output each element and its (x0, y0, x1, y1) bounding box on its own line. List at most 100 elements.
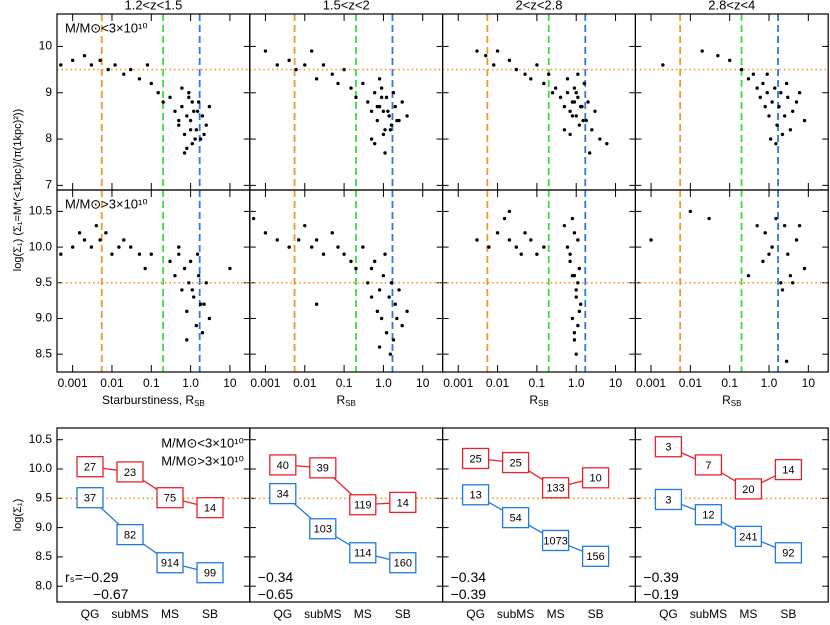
point (542, 81, 546, 86)
mass-annotation: M/M⊙<3×10¹⁰ (65, 20, 148, 35)
y-tick-label: 8 (45, 131, 52, 145)
point (576, 72, 580, 76)
point (388, 352, 393, 356)
value-box (349, 542, 377, 564)
point (98, 238, 102, 242)
point (263, 231, 268, 235)
point (547, 72, 551, 76)
x-tick-label: 1.0 (375, 376, 392, 390)
x-tick-label: SB (202, 607, 218, 621)
point (779, 281, 783, 285)
panel-title: 1.2<z<1.5 (124, 0, 182, 12)
point (797, 91, 802, 95)
point (145, 63, 150, 67)
series-line (282, 493, 403, 564)
point (381, 132, 386, 137)
point (495, 49, 500, 53)
x-tick-label: 0.1 (721, 376, 738, 390)
point (507, 238, 512, 242)
point (196, 273, 201, 278)
point (349, 259, 353, 264)
point (763, 104, 767, 109)
point (137, 252, 142, 256)
rs-value: −0.67 (93, 586, 129, 602)
count-label: 160 (394, 558, 412, 570)
point (369, 109, 374, 113)
x-tick-label: 0.1 (143, 376, 160, 390)
y-tick-label: 10.5 (29, 204, 53, 218)
point (177, 245, 181, 249)
point (562, 223, 567, 228)
point (379, 316, 384, 321)
x-axis-label-main: R (529, 393, 538, 407)
point (565, 245, 570, 249)
value-box (694, 454, 723, 476)
point (605, 141, 609, 146)
point (383, 151, 387, 155)
point (529, 238, 533, 242)
point (314, 77, 319, 81)
point (484, 53, 488, 58)
y-tick-label: 7 (45, 178, 52, 192)
point (294, 67, 298, 72)
point (384, 95, 389, 100)
point (389, 281, 394, 285)
point (104, 231, 108, 235)
value-box (196, 497, 224, 519)
point (572, 231, 577, 235)
point (195, 109, 200, 113)
rs-value: −0.19 (643, 586, 679, 602)
point (168, 95, 172, 100)
value-box (774, 458, 803, 481)
point (287, 245, 291, 249)
point (395, 118, 399, 123)
point (188, 118, 193, 123)
point (180, 104, 184, 109)
point (739, 67, 744, 72)
point (369, 295, 374, 299)
value-box (694, 504, 723, 526)
point (755, 86, 759, 90)
point (770, 245, 774, 249)
point (377, 288, 382, 292)
value-box (389, 491, 417, 514)
value-box (389, 552, 417, 574)
point (514, 67, 519, 72)
count-label: 13 (469, 490, 481, 502)
point (758, 95, 762, 100)
y-tick-label: 10.0 (29, 461, 53, 475)
point (649, 238, 653, 242)
x-axis-label-sub: SB (731, 399, 742, 408)
value-box (76, 487, 104, 509)
count-label: 20 (742, 484, 754, 496)
point (507, 209, 512, 214)
point (98, 58, 102, 63)
value-box (156, 552, 184, 574)
point (200, 114, 205, 118)
x-tick-label: 10 (802, 376, 816, 390)
x-tick-label: QG (466, 607, 485, 621)
point (77, 231, 82, 235)
point (194, 323, 199, 328)
point (746, 273, 751, 278)
count-label: 14 (204, 503, 216, 515)
point (576, 323, 580, 328)
point (168, 259, 172, 264)
point (106, 67, 110, 72)
point (558, 95, 563, 100)
value-box (349, 494, 377, 516)
point (774, 216, 778, 221)
count-label: 40 (277, 460, 289, 472)
point (746, 77, 751, 81)
point (782, 114, 787, 118)
point (387, 114, 391, 118)
point (384, 331, 389, 335)
x-tick-label: 10 (223, 376, 237, 390)
point (802, 118, 807, 123)
point (577, 266, 582, 271)
value-box (156, 487, 184, 509)
count-label: 99 (204, 568, 216, 580)
point (574, 295, 578, 299)
count-label: 27 (84, 462, 96, 474)
